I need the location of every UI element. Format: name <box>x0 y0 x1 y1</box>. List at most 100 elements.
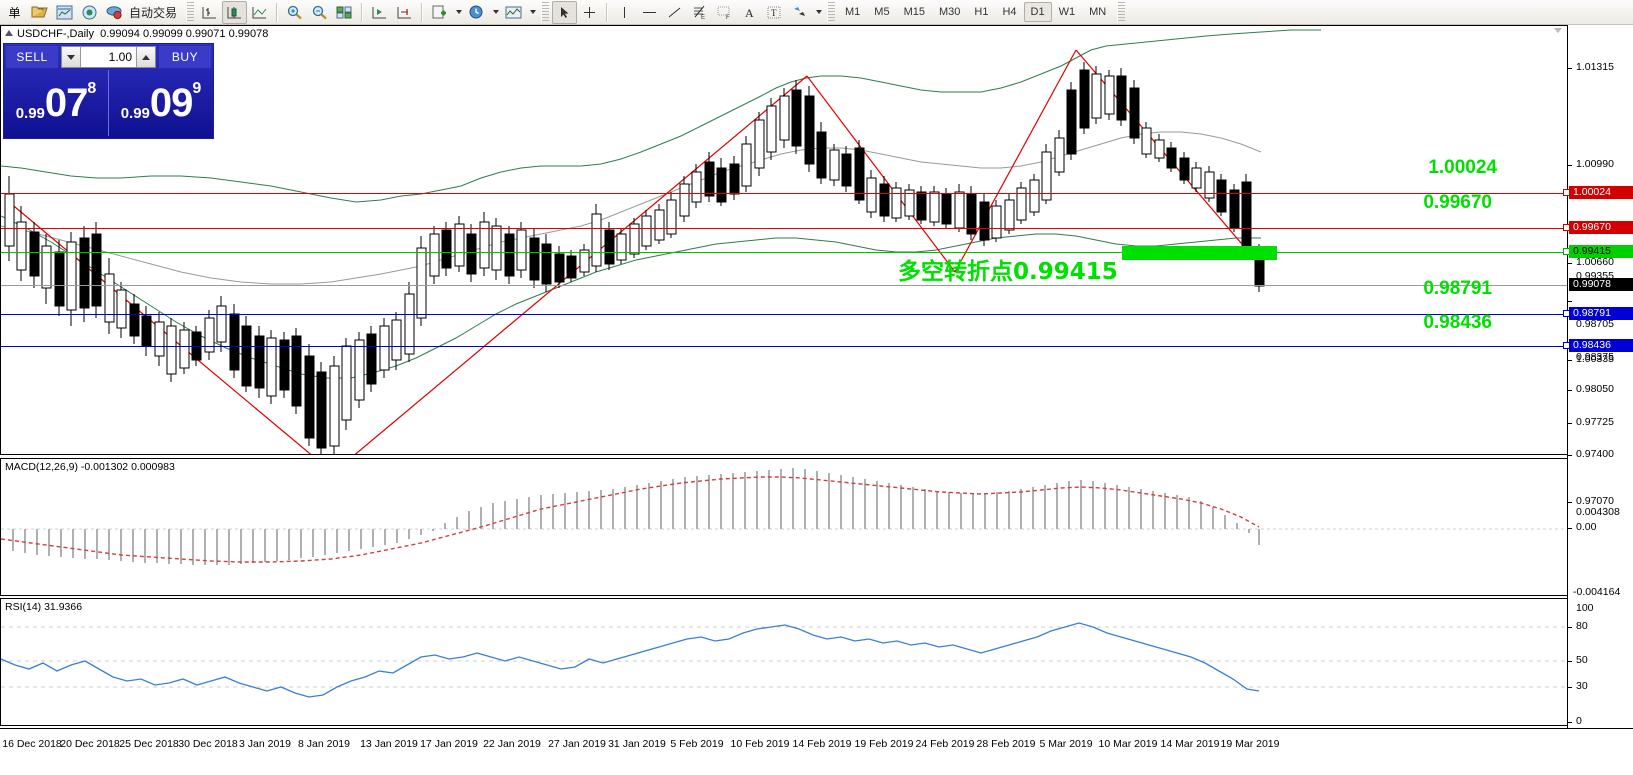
candle <box>404 282 415 362</box>
trendline-icon[interactable] <box>662 1 687 24</box>
bid-quote[interactable]: 0.99 07 8 <box>4 70 109 136</box>
candle <box>241 316 252 392</box>
timeframe-w1[interactable]: W1 <box>1058 6 1076 18</box>
period-clock-icon[interactable] <box>464 1 489 24</box>
auto-scroll-icon[interactable] <box>367 1 392 24</box>
template-icon[interactable] <box>427 1 452 24</box>
price-badge-current: 0.99078 <box>1569 278 1633 291</box>
channel-icon[interactable]: F <box>712 1 737 24</box>
sell-button[interactable]: SELL <box>6 46 58 68</box>
bar-chart-icon[interactable] <box>197 1 222 24</box>
toolbar-grip[interactable] <box>186 2 195 22</box>
chart-shift-icon[interactable] <box>392 1 417 24</box>
terminal-icon[interactable] <box>102 1 127 24</box>
candlestick-chart-icon[interactable] <box>222 0 248 24</box>
pivot-line-099415[interactable] <box>1 252 1567 253</box>
axis-dash <box>1568 661 1572 662</box>
price-badge-099670[interactable]: 0.99670 <box>1569 221 1633 234</box>
timeframe-m1[interactable]: M1 <box>845 6 861 18</box>
volume-increase-icon[interactable] <box>136 47 155 67</box>
zoom-in-icon[interactable] <box>282 1 307 24</box>
period-dropdown-icon[interactable] <box>489 1 501 24</box>
collapse-triangle-icon[interactable] <box>5 30 13 36</box>
one-click-trading-panel[interactable]: SELL 1.00 BUY 0.99 07 8 0.99 09 9 <box>3 43 214 139</box>
price-axis[interactable]: 1.01315 1.00990 1.00660 1.00335 0.99355 … <box>1563 25 1633 728</box>
resistance-line-100024[interactable] <box>1 193 1567 194</box>
fibonacci-icon[interactable]: E <box>687 1 712 24</box>
date-label: 14 Feb 2019 <box>792 738 852 750</box>
timeframe-d1[interactable]: D1 <box>1023 2 1052 22</box>
new-order-icon[interactable]: 单 <box>8 5 21 20</box>
candle <box>829 144 840 186</box>
svg-text:A: A <box>745 6 754 20</box>
resistance-line-099670[interactable] <box>1 228 1567 229</box>
data-window-icon[interactable] <box>52 1 77 24</box>
shapes-dropdown-icon[interactable] <box>812 1 824 24</box>
pivot-highlight-zone[interactable] <box>1122 246 1277 260</box>
volume-stepper[interactable]: 1.00 <box>61 46 156 68</box>
support-line-098791[interactable] <box>1 314 1567 315</box>
timeframe-h4[interactable]: H4 <box>1002 6 1017 18</box>
axis-dash <box>1568 687 1572 688</box>
candle <box>16 206 27 281</box>
support-line-098436[interactable] <box>1 346 1567 347</box>
date-axis[interactable]: 16 Dec 2018 20 Dec 2018 25 Dec 2018 30 D… <box>0 728 1633 775</box>
pivot-annotation[interactable]: 多空转折点0.99415 <box>898 259 1118 285</box>
candle <box>691 164 702 208</box>
vertical-line-icon[interactable] <box>612 1 637 24</box>
date-label: 8 Jan 2019 <box>298 738 350 750</box>
indicator-dropdown-icon[interactable] <box>526 1 538 24</box>
candle <box>1216 174 1227 216</box>
toolbar-grip[interactable] <box>827 2 836 22</box>
auto-trading-label[interactable]: 自动交易 <box>129 5 178 20</box>
bid-quote-fraction: 8 <box>87 80 97 97</box>
indicator-icon[interactable] <box>501 1 526 24</box>
candle <box>354 332 365 408</box>
shapes-icon[interactable] <box>787 1 812 24</box>
ask-quote[interactable]: 0.99 09 9 <box>109 70 213 136</box>
timeframe-m30[interactable]: M30 <box>938 6 961 18</box>
date-label: 5 Feb 2019 <box>670 738 724 750</box>
toolbar-separator <box>606 2 609 22</box>
macd-pane[interactable]: MACD(12,26,9) -0.001302 0.000983 <box>0 458 1567 596</box>
horizontal-line-icon[interactable] <box>637 1 662 24</box>
axis-dash <box>1568 165 1572 166</box>
text-label-icon[interactable]: A <box>737 1 762 24</box>
price-badge-099415[interactable]: 0.99415 <box>1569 245 1633 258</box>
timeframe-m15[interactable]: M15 <box>903 6 925 18</box>
volume-dropdown-icon[interactable] <box>62 47 81 67</box>
candle <box>1054 130 1065 176</box>
zoom-out-icon[interactable] <box>307 1 332 24</box>
candle <box>1041 144 1052 204</box>
folder-icon[interactable] <box>27 1 52 24</box>
price-badge-098791[interactable]: 0.98791 <box>1569 307 1633 320</box>
timeframe-mn[interactable]: MN <box>1089 6 1107 18</box>
main-toolbar: 单 自动交易 <box>0 0 1633 25</box>
volume-value[interactable]: 1.00 <box>108 50 132 64</box>
axis-dash <box>1568 502 1572 503</box>
price-badge-098436[interactable]: 0.98436 <box>1569 339 1633 352</box>
axis-dash <box>1568 360 1572 361</box>
template-dropdown-icon[interactable] <box>452 1 464 24</box>
candle <box>1016 182 1027 224</box>
timeframe-h1[interactable]: H1 <box>974 6 989 18</box>
candle <box>591 204 602 272</box>
price-badge-100024[interactable]: 1.00024 <box>1569 186 1633 199</box>
navigator-icon[interactable] <box>77 1 102 24</box>
price-pane[interactable]: USDCHF-,Daily 0.99094 0.99099 0.99071 0.… <box>0 25 1567 455</box>
tile-windows-icon[interactable] <box>332 1 357 24</box>
timeframe-m5[interactable]: M5 <box>874 6 890 18</box>
toolbar-separator <box>361 2 364 22</box>
toolbar-grip[interactable] <box>1117 2 1126 22</box>
buy-button[interactable]: BUY <box>159 46 211 68</box>
candle <box>629 218 640 258</box>
line-chart-icon[interactable] <box>247 1 272 24</box>
cursor-icon[interactable] <box>552 0 578 24</box>
toolbar-grip[interactable] <box>541 2 550 22</box>
scroll-marker-icon[interactable] <box>1554 28 1562 33</box>
crosshair-icon[interactable] <box>577 1 602 24</box>
rsi-pane[interactable]: RSI(14) 31.9366 <box>0 598 1567 726</box>
text-icon[interactable]: T <box>762 1 787 24</box>
axis-dash <box>1568 263 1572 264</box>
macd-plot <box>1 468 1567 565</box>
